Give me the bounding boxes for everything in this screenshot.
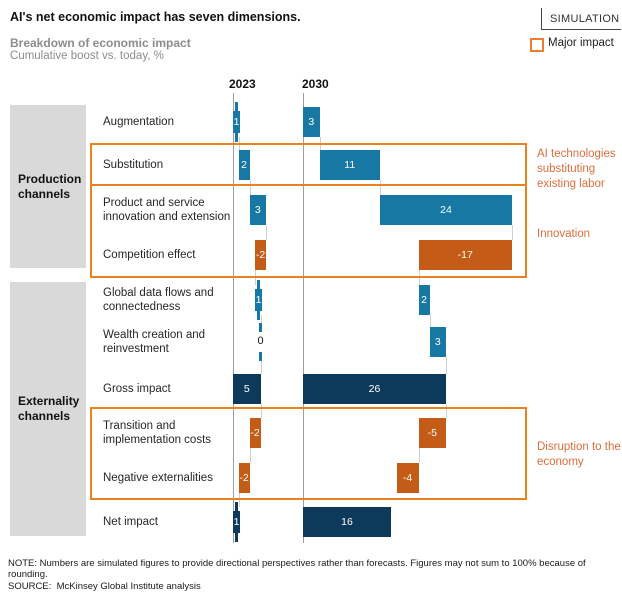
row-label-global-data-flows-and-connectedness: Global data flows and connectedness: [103, 286, 214, 313]
bar-competition-effect-2023: -2: [255, 240, 266, 270]
connector-global-data-flows-and-connectedness-2023: [255, 270, 256, 285]
bar-gross-impact-2023: 5: [233, 374, 261, 404]
row-label-substitution: Substitution: [103, 158, 164, 171]
note-text: NOTE: Numbers are simulated figures to p…: [8, 558, 586, 580]
bar-value-competition-effect-2030: -17: [457, 249, 473, 261]
bar-value-wealth-creation-and-reinvestment-2023: 0: [257, 335, 264, 347]
bar-negative-externalities-2023: -2: [238, 463, 250, 493]
row-label-net-impact: Net impact: [103, 515, 158, 528]
column-header-2030: 2030: [302, 77, 329, 91]
simulation-badge: SIMULATION: [541, 8, 621, 30]
bar-transition-and-implementation-costs-2030: -5: [418, 418, 446, 448]
group-label-externality: Externality channels: [18, 394, 80, 423]
zero-tick-top-wealth-creation-and-reinvestment-2023: [259, 323, 262, 332]
bar-competition-effect-2030: -17: [418, 240, 512, 270]
source-text: McKinsey Global Institute analysis: [56, 581, 201, 592]
connector-competition-effect-2030: [512, 225, 513, 240]
bar-product-and-service-innovation-and-extension-2030: 24: [380, 195, 512, 225]
annotation-innovation: Innovation: [537, 228, 591, 240]
stem-bottom-net-impact-2023: [235, 533, 238, 542]
connector-wealth-creation-and-reinvestment-2030: [429, 315, 431, 327]
bar-transition-and-implementation-costs-2023: -2: [249, 418, 261, 448]
source-label: SOURCE:: [8, 581, 52, 592]
connector-transition-and-implementation-costs-2023: [260, 404, 262, 418]
bar-value-product-and-service-innovation-and-extension-2023: 3: [254, 204, 261, 216]
bar-product-and-service-innovation-and-extension-2023: 3: [249, 195, 266, 225]
bar-value-competition-effect-2023: -2: [255, 249, 266, 261]
chart-unit-line: Cumulative boost vs. today, %: [10, 50, 164, 62]
bar-value-substitution-2030: 11: [344, 159, 356, 171]
bar-global-data-flows-and-connectedness-2030: 2: [418, 285, 430, 315]
stem-bottom-augmentation-2023: [235, 133, 238, 142]
annotation-substituting-labor: AI technologies substituting existing la…: [537, 148, 616, 190]
bar-value-net-impact-2030: 16: [341, 516, 353, 528]
source-line: SOURCE: McKinsey Global Institute analys…: [8, 581, 201, 592]
bar-value-wealth-creation-and-reinvestment-2030: 3: [434, 336, 441, 348]
row-label-competition-effect: Competition effect: [103, 248, 196, 261]
connector-gross-impact-2030: [446, 357, 447, 374]
bar-value-transition-and-implementation-costs-2023: -2: [250, 427, 260, 439]
connector-negative-externalities-2030: [418, 448, 420, 463]
connector-substitution-2030: [319, 137, 321, 150]
page-title: AI's net economic impact has seven dimen…: [10, 10, 301, 24]
stem-top-net-impact-2023: [235, 502, 238, 511]
row-label-wealth-creation-and-reinvestment: Wealth creation and reinvestment: [103, 328, 206, 355]
group-label-production: Production channels: [18, 171, 82, 201]
row-label-gross-impact: Gross impact: [103, 382, 171, 395]
connector-negative-externalities-2023: [249, 448, 251, 463]
bar-gross-impact-2030: 26: [303, 374, 446, 404]
bar-value-augmentation-2023: 1: [233, 116, 240, 128]
stem-top-global-data-flows-and-connectedness-2023: [257, 280, 260, 289]
bar-wealth-creation-and-reinvestment-2030: 3: [429, 327, 446, 357]
column-header-2023: 2023: [229, 77, 256, 91]
group-block-production: Production channels: [10, 105, 86, 268]
connector-wealth-creation-and-reinvestment-2023: [260, 315, 262, 327]
stem-top-augmentation-2023: [235, 102, 238, 111]
row-label-negative-externalities: Negative externalities: [103, 471, 213, 484]
connector-net-impact-2023: [238, 493, 240, 507]
bar-value-negative-externalities-2030: -4: [402, 472, 413, 484]
bar-negative-externalities-2030: -4: [396, 463, 419, 493]
bar-substitution-2023: 2: [238, 150, 250, 180]
axis-line-2030: [303, 93, 304, 543]
connector-product-and-service-innovation-and-extension-2023: [249, 180, 251, 195]
connector-gross-impact-2023: [260, 357, 262, 374]
major-impact-legend-swatch-icon: [530, 38, 544, 52]
bar-value-gross-impact-2023: 5: [243, 383, 250, 395]
bar-value-transition-and-implementation-costs-2030: -5: [427, 427, 437, 439]
connector-product-and-service-innovation-and-extension-2030: [380, 180, 381, 195]
connector-substitution-2023: [238, 137, 240, 150]
bar-net-impact-2023: 1: [233, 511, 240, 533]
major-impact-legend-label: Major impact: [548, 37, 614, 49]
connector-competition-effect-2023: [266, 225, 267, 240]
bar-value-gross-impact-2030: 26: [368, 383, 381, 395]
bar-value-global-data-flows-and-connectedness-2030: 2: [421, 294, 427, 306]
bar-augmentation-2023: 1: [233, 111, 240, 133]
bar-value-product-and-service-innovation-and-extension-2030: 24: [440, 204, 452, 216]
bar-net-impact-2030: 16: [303, 507, 391, 537]
connector-global-data-flows-and-connectedness-2030: [418, 270, 420, 285]
bar-value-global-data-flows-and-connectedness-2023: 1: [255, 294, 262, 306]
row-label-product-and-service-innovation-and-extension: Product and service innovation and exten…: [103, 196, 231, 223]
bar-global-data-flows-and-connectedness-2023: 1: [255, 289, 262, 311]
zero-tick-bottom-wealth-creation-and-reinvestment-2023: [259, 352, 262, 361]
bar-value-net-impact-2023: 1: [233, 516, 240, 528]
stem-bottom-global-data-flows-and-connectedness-2023: [257, 311, 260, 320]
bar-value-negative-externalities-2023: -2: [239, 472, 249, 484]
row-label-transition-and-implementation-costs: Transition and implementation costs: [103, 419, 212, 446]
connector-transition-and-implementation-costs-2030: [446, 404, 447, 418]
bar-substitution-2030: 11: [319, 150, 380, 180]
bar-value-augmentation-2030: 3: [308, 116, 315, 128]
row-label-augmentation: Augmentation: [103, 115, 174, 128]
annotation-disruption: Disruption to the economy: [537, 441, 621, 468]
group-block-externality: Externality channels: [10, 282, 86, 536]
chart-subtitle: Breakdown of economic impact: [10, 36, 191, 50]
axis-line-2023: [233, 93, 234, 543]
bar-value-substitution-2023: 2: [241, 159, 247, 171]
bar-augmentation-2030: 3: [303, 107, 320, 137]
